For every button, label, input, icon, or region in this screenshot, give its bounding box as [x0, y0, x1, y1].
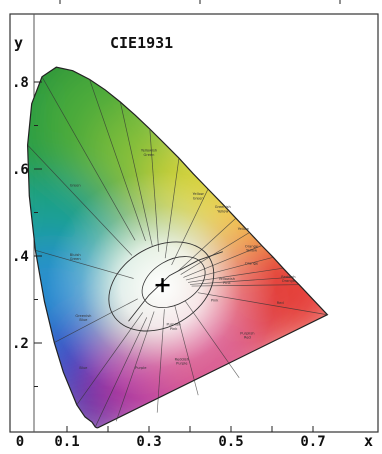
region-label: Orange	[245, 262, 259, 266]
region-label: Yellow Green	[193, 192, 204, 200]
region-label: Yellow	[238, 227, 249, 231]
region-boundary-line	[191, 284, 300, 287]
y-tick-label: .4	[12, 249, 29, 265]
region-boundary-line	[183, 245, 262, 278]
region-boundary-line	[171, 188, 209, 266]
region-boundary-line	[164, 158, 180, 259]
region-label: Green	[70, 183, 81, 187]
region-boundary-line	[41, 76, 136, 241]
plot-border	[9, 13, 379, 433]
region-label: Reddish Purple	[175, 357, 189, 365]
y-axis-label: y	[14, 34, 23, 52]
x-axis-label: x	[364, 432, 373, 450]
y-tick-label: .8	[12, 75, 29, 91]
region-boundary-line	[119, 101, 153, 246]
white-point-marker	[155, 278, 170, 293]
region-boundary-line	[94, 317, 148, 428]
region-label: Yellowish Pink	[219, 277, 235, 285]
y-tick-label: .2	[12, 336, 29, 352]
region-boundary-line	[115, 311, 155, 422]
x-tick-label: 0	[16, 434, 24, 450]
region-label: Pink	[211, 299, 219, 303]
region-label: Yellowish Green	[141, 149, 157, 157]
white-region-inner	[141, 256, 206, 309]
x-axis-ticks: 0 0.1 0.3 0.5 0.7	[16, 426, 326, 450]
region-label: Purple	[135, 366, 147, 370]
region-label: Bluish Green	[70, 253, 81, 261]
region-labels: Yellowish Green Green Yellow Green Greenish Ye…	[70, 149, 296, 371]
region-boundary-line	[76, 312, 144, 405]
region-label: Reddish Orange	[281, 275, 296, 283]
region-label: Purplish Red	[240, 331, 254, 339]
region-boundary-line	[189, 276, 292, 285]
region-boundary-line	[180, 232, 250, 275]
x-tick-label: 0.1	[54, 434, 79, 450]
x-tick-label: 0.5	[218, 434, 243, 450]
region-boundary-line	[149, 128, 160, 252]
region-boundary-line	[54, 298, 138, 343]
region-label: Greenish Yellow	[215, 205, 231, 213]
region-label: Blue	[79, 366, 88, 370]
region-boundary-line	[89, 79, 146, 242]
chart-title: CIE1931	[110, 34, 173, 52]
region-boundary-line	[184, 300, 240, 379]
spectral-locus-outline	[26, 66, 329, 429]
region-boundary-line	[185, 256, 274, 281]
region-label: Orange Yellow	[245, 244, 259, 252]
region-boundary-line	[27, 144, 133, 256]
chromaticity-gamut	[27, 67, 328, 428]
gamut-boundaries	[26, 66, 329, 429]
region-label: Purplish Pink	[166, 323, 180, 331]
white-region-outer	[108, 241, 215, 332]
region-boundary-line	[156, 309, 165, 413]
region-label: Red	[277, 301, 284, 305]
y-axis-ticks: .2 .4 .6 .8	[12, 75, 42, 387]
planckian-locus-line	[128, 251, 223, 322]
region-boundary-line	[177, 217, 237, 272]
x-tick-label: 0.3	[136, 434, 161, 450]
y-tick-label: .6	[12, 162, 29, 178]
top-edge-ticks	[59, 0, 341, 4]
x-tick-label: 0.7	[300, 434, 325, 450]
region-label: Greenish Blue	[75, 314, 91, 322]
region-boundary-line	[197, 292, 328, 316]
region-boundary-line	[174, 304, 199, 396]
